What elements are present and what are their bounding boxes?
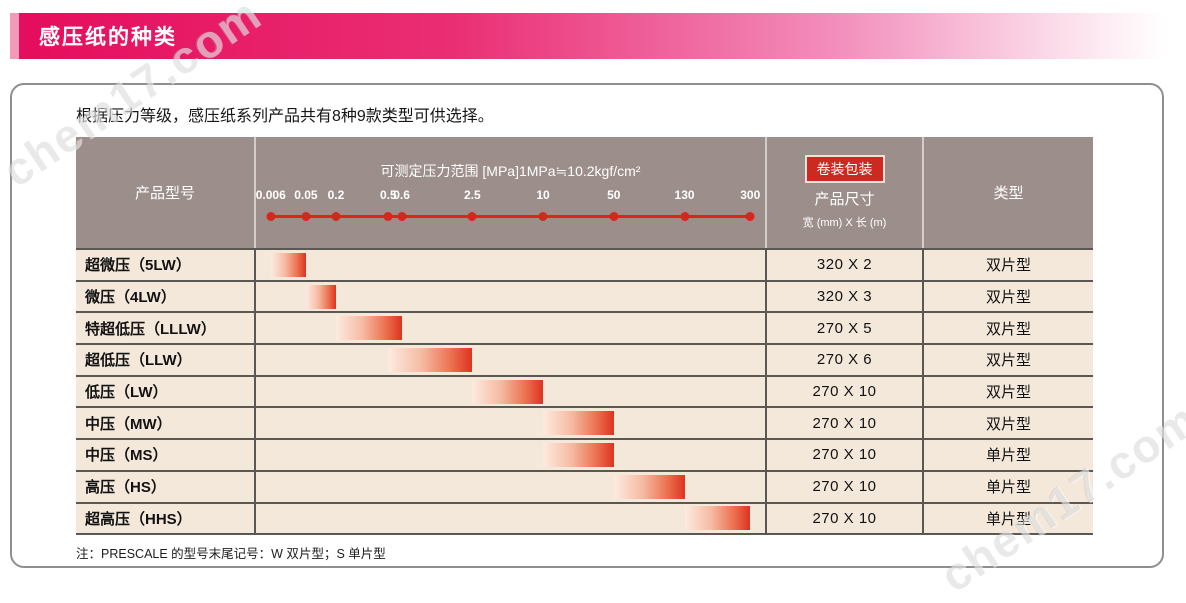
content-panel: 根据压力等级，感压纸系列产品共有8种9款类型可供选择。 产品型号 可测定压力范围… xyxy=(10,83,1164,568)
product-model-cell: 高压（HS） xyxy=(85,479,166,497)
pressure-range-cell xyxy=(254,503,765,534)
product-size-cell: 270 X 6 xyxy=(765,345,922,375)
size-column-subtitle: 宽 (mm) X 长 (m) xyxy=(802,217,887,229)
scale-tick-label: 2.5 xyxy=(463,188,481,202)
product-type-cell: 单片型 xyxy=(922,503,1093,534)
table-row: 超微压（5LW） 320 X 2 双片型 xyxy=(76,248,1093,282)
scale-tick-label: 0.6 xyxy=(393,188,410,202)
table-row: 中压（MW） 270 X 10 双片型 xyxy=(76,408,1093,441)
column-header-pressure-range: 可测定压力范围 [MPa]1MPa≒10.2kgf/cm² 0.006 0.05 0… xyxy=(254,137,765,248)
scale-tick-label: 300 xyxy=(740,188,761,202)
pressure-range-bar xyxy=(335,316,402,341)
product-model-cell: 中压（MS） xyxy=(85,447,168,465)
pressure-range-bar xyxy=(270,252,306,277)
table-row: 低压（LW） 270 X 10 双片型 xyxy=(76,376,1093,409)
product-type-cell: 双片型 xyxy=(922,408,1093,439)
scale-tick-dot xyxy=(301,212,311,221)
scale-tick-dot xyxy=(397,212,407,221)
product-size-cell: 270 X 10 xyxy=(765,503,922,534)
product-type-cell: 双片型 xyxy=(922,281,1093,312)
product-type-cell: 单片型 xyxy=(922,471,1093,502)
scale-tick-label: 0.006 xyxy=(255,188,286,202)
pressure-range-cell xyxy=(254,250,765,280)
banner-accent-bar xyxy=(10,13,19,59)
pressure-range-title: 可测定压力范围 [MPa]1MPa≒10.2kgf/cm² xyxy=(380,163,641,179)
scale-tick-dot xyxy=(609,212,619,221)
product-model-cell: 特超低压（LLLW） xyxy=(85,320,216,338)
pressure-range-bar xyxy=(684,506,751,531)
product-size-cell: 320 X 3 xyxy=(765,281,922,312)
table-row: 中压（MS） 270 X 10 单片型 xyxy=(76,440,1093,472)
scale-tick-dot xyxy=(383,212,393,221)
scale-tick-dot xyxy=(331,212,341,221)
scale-tick-dot xyxy=(266,212,276,221)
pressure-range-cell xyxy=(254,281,765,312)
table-row: 超高压（HHS） 270 X 10 单片型 xyxy=(76,503,1093,536)
product-size-cell: 270 X 10 xyxy=(765,440,922,470)
table-row: 高压（HS） 270 X 10 单片型 xyxy=(76,471,1093,504)
roll-package-badge: 卷装包装 xyxy=(804,155,885,183)
column-header-size: 卷装包装 产品尺寸 宽 (mm) X 长 (m) xyxy=(765,137,922,248)
pressure-range-cell xyxy=(254,376,765,407)
product-model-cell: 超低压（LLW） xyxy=(85,352,192,370)
pressure-range-bar xyxy=(543,442,614,467)
scale-tick-label: 0.05 xyxy=(294,188,318,202)
table-row: 超低压（LLW） 270 X 6 双片型 xyxy=(76,345,1093,377)
scale-tick-label: 0.5 xyxy=(379,188,397,202)
scale-tick-dot xyxy=(467,212,477,221)
column-header-model: 产品型号 xyxy=(134,185,195,202)
size-column-title: 产品尺寸 xyxy=(814,191,875,208)
scale-tick-label: 50 xyxy=(607,188,621,202)
product-size-cell: 270 X 5 xyxy=(765,313,922,344)
pressure-range-bar xyxy=(613,474,685,499)
product-model-cell: 中压（MW） xyxy=(85,415,172,433)
pressure-range-bar xyxy=(305,284,336,309)
pressure-range-bar xyxy=(388,347,473,372)
pressure-range-bar xyxy=(472,379,544,404)
product-type-cell: 双片型 xyxy=(922,376,1093,407)
pressure-range-cell xyxy=(254,471,765,502)
product-size-cell: 270 X 10 xyxy=(765,408,922,439)
table-body: 超微压（5LW） 320 X 2 双片型 微压（4LW） 320 X 3 双片型 特超低压（… xyxy=(76,248,1093,536)
intro-text: 根据压力等级，感压纸系列产品共有8种9款类型可供选择。 xyxy=(76,108,494,125)
column-header-type: 类型 xyxy=(922,137,1093,248)
product-model-cell: 微压（4LW） xyxy=(85,289,176,307)
product-model-cell: 超高压（HHS） xyxy=(85,510,192,528)
pressure-range-cell xyxy=(254,440,765,470)
scale-tick-label: 0.2 xyxy=(327,188,345,202)
table-row: 微压（4LW） 320 X 3 双片型 xyxy=(76,281,1093,314)
pressure-range-cell xyxy=(254,313,765,344)
scale-tick-label: 130 xyxy=(674,188,695,202)
product-model-cell: 超微压（5LW） xyxy=(85,257,191,275)
scale-tick-label: 10 xyxy=(536,188,550,202)
scale-tick-dot xyxy=(680,212,690,221)
scale-tick-dot xyxy=(745,212,755,221)
product-table: 产品型号 可测定压力范围 [MPa]1MPa≒10.2kgf/cm² 0.006… xyxy=(76,137,1093,536)
table-header-row: 产品型号 可测定压力范围 [MPa]1MPa≒10.2kgf/cm² 0.006… xyxy=(76,137,1093,248)
pressure-range-bar xyxy=(543,411,614,436)
pressure-scale-line xyxy=(270,215,751,218)
table-row: 特超低压（LLLW） 270 X 5 双片型 xyxy=(76,313,1093,346)
product-type-cell: 双片型 xyxy=(922,345,1093,375)
pressure-range-cell xyxy=(254,408,765,439)
product-size-cell: 270 X 10 xyxy=(765,471,922,502)
product-model-cell: 低压（LW） xyxy=(85,384,168,402)
product-size-cell: 320 X 2 xyxy=(765,250,922,280)
product-size-cell: 270 X 10 xyxy=(765,376,922,407)
pressure-range-cell xyxy=(254,345,765,375)
product-type-cell: 单片型 xyxy=(922,440,1093,470)
page-title: 感压纸的种类 xyxy=(39,26,177,49)
scale-tick-dot xyxy=(538,212,548,221)
title-banner: 感压纸的种类 xyxy=(19,13,1164,59)
product-type-cell: 双片型 xyxy=(922,313,1093,344)
footnote: 注：PRESCALE 的型号末尾记号：W 双片型；S 单片型 xyxy=(76,547,386,561)
product-type-cell: 双片型 xyxy=(922,250,1093,280)
